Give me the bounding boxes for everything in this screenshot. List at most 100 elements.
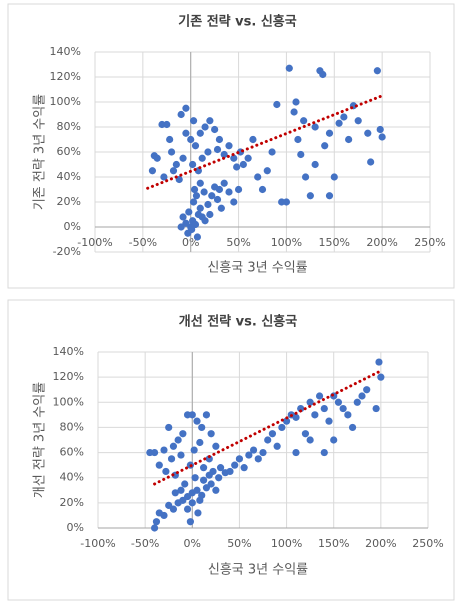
point [231, 461, 239, 469]
point [306, 192, 314, 200]
point [198, 423, 206, 432]
point [167, 455, 176, 463]
point [358, 392, 366, 400]
x-tick-label: 100% [271, 537, 302, 550]
point [192, 192, 201, 200]
point [234, 185, 243, 194]
point [300, 117, 308, 125]
chart-frame [7, 299, 455, 601]
point [282, 417, 291, 425]
x-axis-title: 신흥국 3년 수익률 [207, 261, 307, 276]
point [375, 358, 383, 366]
point [320, 448, 328, 457]
point [193, 233, 202, 241]
point [193, 417, 201, 425]
x-tick-label: -100% [80, 537, 115, 550]
point [169, 167, 178, 175]
point [196, 496, 204, 504]
x-tick-label: 0% [184, 537, 201, 550]
y-tick-label: 0% [67, 521, 84, 534]
point [292, 98, 300, 106]
point [171, 489, 179, 497]
trendline [153, 369, 383, 486]
point [185, 208, 193, 216]
point [254, 173, 262, 181]
point [196, 438, 204, 447]
point [306, 436, 314, 444]
y-tick-label: 100% [53, 395, 84, 408]
point [239, 160, 247, 169]
chart-title: 기존 전략 vs. 신흥국 [178, 14, 296, 30]
point [297, 150, 305, 159]
point [190, 185, 199, 194]
point [177, 486, 185, 494]
point [212, 486, 220, 494]
point [225, 188, 233, 196]
y-tick-label: 140% [50, 45, 81, 58]
point [202, 411, 211, 419]
point [273, 100, 281, 109]
y-axis-title: 개선 전략 3년 수익률 [33, 382, 48, 498]
point [240, 464, 248, 472]
point [177, 451, 185, 459]
point [182, 129, 190, 137]
point [188, 499, 196, 507]
point [213, 145, 222, 154]
point [233, 163, 241, 171]
point [306, 398, 314, 406]
point [315, 392, 324, 400]
point [191, 142, 200, 150]
point [206, 117, 214, 125]
point [189, 160, 197, 169]
point [278, 423, 286, 432]
point [187, 135, 195, 144]
y-tick-label: 60% [60, 446, 84, 459]
x-axis-title: 신흥국 3년 수익률 [208, 563, 308, 578]
point [353, 398, 361, 406]
point [209, 467, 217, 476]
point [177, 110, 185, 119]
x-tick-label: 50% [226, 236, 250, 249]
point [191, 220, 200, 229]
point [215, 185, 224, 194]
chart-title: 개선 전략 vs. 신흥국 [179, 314, 297, 330]
point [162, 467, 170, 476]
x-tick-label: -100% [77, 236, 112, 249]
point [325, 129, 334, 137]
point [378, 133, 386, 141]
point [184, 229, 192, 237]
trendline [146, 94, 384, 190]
point [152, 518, 161, 526]
point [207, 480, 215, 488]
point [150, 524, 159, 532]
point [292, 413, 300, 421]
point [264, 436, 272, 444]
point [230, 198, 238, 206]
x-tick-label: -50% [131, 537, 159, 550]
point [213, 195, 222, 204]
y-tick-label: 120% [53, 370, 84, 383]
x-tick-label: 200% [365, 537, 396, 550]
y-tick-label: 80% [57, 120, 81, 133]
y-tick-label: 60% [57, 145, 81, 158]
x-tick-label: 250% [412, 537, 443, 550]
point [167, 148, 176, 156]
point [285, 64, 293, 72]
point [181, 480, 189, 488]
point [179, 213, 187, 221]
point [207, 430, 215, 438]
point [325, 417, 333, 425]
point [206, 210, 214, 219]
point [354, 117, 362, 125]
point [344, 411, 352, 419]
point [377, 373, 385, 381]
point [367, 158, 375, 166]
point [215, 135, 224, 144]
point [230, 154, 238, 162]
point [211, 125, 219, 134]
point [311, 160, 319, 169]
y-axis-title: 기존 전략 3년 수익률 [33, 94, 48, 210]
point [201, 123, 209, 131]
point [198, 154, 206, 162]
